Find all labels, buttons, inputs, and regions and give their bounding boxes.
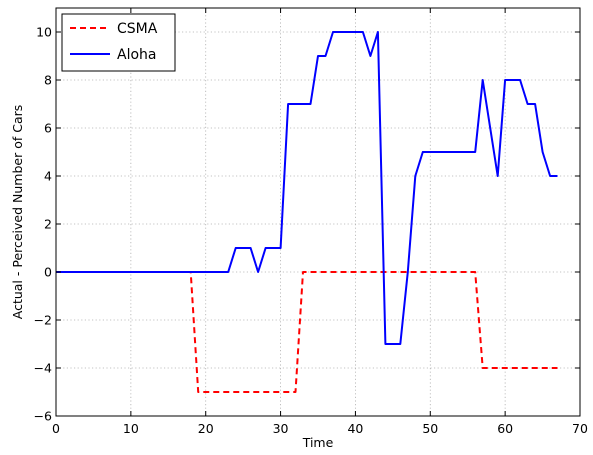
x-tick-label: 20 bbox=[198, 421, 214, 436]
x-tick-label: 10 bbox=[123, 421, 139, 436]
series-layer bbox=[56, 31, 558, 393]
y-axis-label: Actual - Perceived Number of Cars bbox=[10, 105, 25, 320]
legend: CSMA Aloha bbox=[61, 13, 176, 72]
x-tick-label: 50 bbox=[422, 421, 438, 436]
series-line-aloha bbox=[56, 31, 558, 345]
ticks bbox=[55, 8, 581, 417]
y-tick-label: 8 bbox=[44, 73, 52, 88]
legend-label-csma: CSMA bbox=[117, 21, 158, 37]
legend-label-aloha: Aloha bbox=[117, 47, 156, 63]
y-tick-label: 10 bbox=[36, 25, 52, 40]
y-tick-label: −6 bbox=[34, 409, 52, 424]
x-tick-label: 30 bbox=[273, 421, 289, 436]
x-tick-label: 0 bbox=[52, 421, 60, 436]
y-tick-label: −2 bbox=[34, 313, 52, 328]
x-tick-label: 60 bbox=[497, 421, 513, 436]
series-line-csma bbox=[56, 271, 558, 393]
x-axis-label: Time bbox=[302, 435, 334, 450]
plot-area-frame bbox=[55, 7, 581, 417]
tick-labels: 0 10 20 30 40 50 60 70 −6 −4 −2 0 2 4 6 8 10 bbox=[34, 25, 588, 437]
y-tick-label: 2 bbox=[44, 217, 52, 232]
y-tick-label: 6 bbox=[44, 121, 52, 136]
y-tick-label: 0 bbox=[44, 265, 52, 280]
legend-box bbox=[61, 13, 176, 72]
x-tick-label: 70 bbox=[572, 421, 588, 436]
y-tick-label: 4 bbox=[44, 169, 52, 184]
x-tick-label: 40 bbox=[347, 421, 363, 436]
y-tick-label: −4 bbox=[34, 361, 52, 376]
